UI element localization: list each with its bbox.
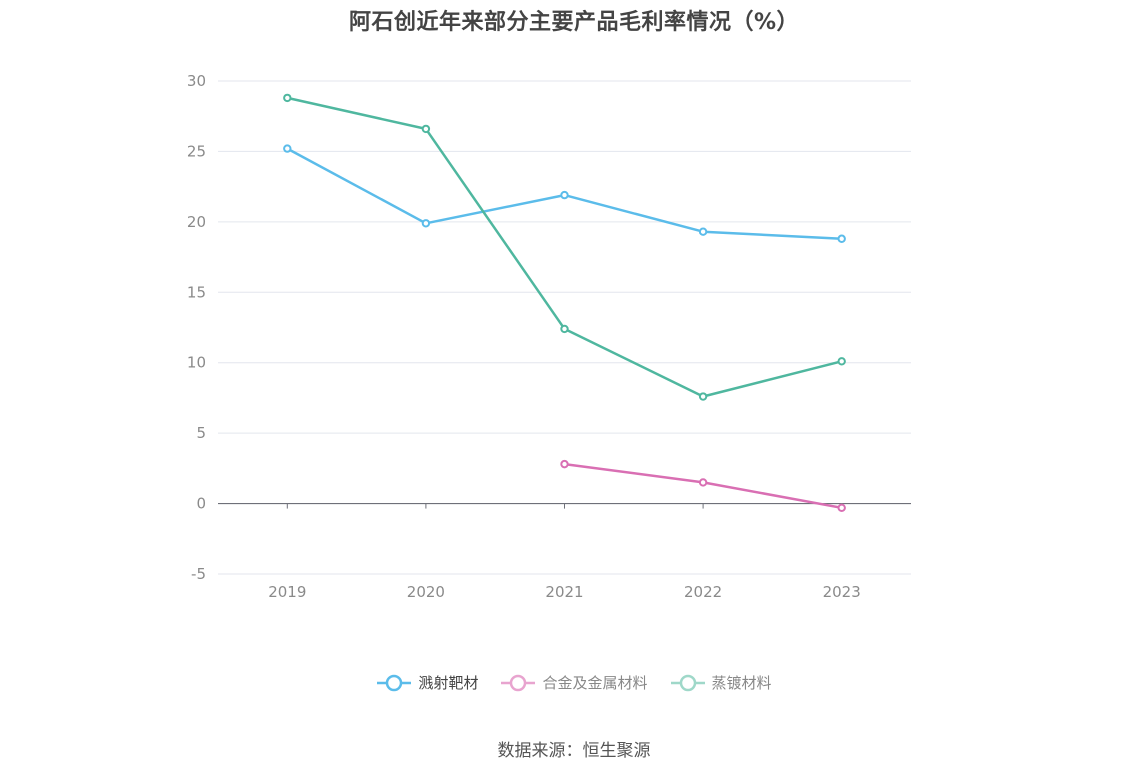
legend-item-alloy-metal[interactable]: 合金及金属材料 — [500, 672, 648, 693]
y-tick-label: 30 — [187, 72, 206, 90]
x-tick-label: 2022 — [684, 583, 722, 601]
y-tick-label: 20 — [187, 213, 206, 231]
data-source-note: 数据来源：恒生聚源 — [497, 741, 651, 761]
legend-label: 蒸镀材料 — [711, 674, 772, 692]
data-point — [837, 503, 846, 512]
data-point — [421, 124, 431, 134]
chart-title: 阿石创近年来部分主要产品毛利率情况（%） — [348, 10, 800, 35]
y-tick-label: -5 — [191, 565, 206, 583]
line-chart: -5 0 5 10 15 20 25 30 2019 2020 2021 2022 2023 — [187, 72, 911, 601]
data-point — [837, 357, 846, 366]
data-point — [698, 478, 708, 487]
data-point — [560, 324, 569, 334]
legend-line-circle-icon — [670, 674, 705, 691]
data-point — [560, 459, 569, 469]
data-point — [698, 392, 708, 401]
x-tick-label: 2019 — [268, 583, 306, 601]
x-tick-label: 2020 — [407, 583, 445, 601]
y-tick-label: 0 — [196, 495, 206, 513]
data-point — [698, 227, 708, 236]
legend-line-circle-icon — [501, 674, 536, 691]
y-tick-label: 5 — [196, 424, 206, 442]
y-tick-label: 15 — [187, 283, 206, 301]
data-point — [837, 234, 846, 243]
x-tick-label: 2021 — [545, 583, 583, 601]
y-tick-label: 25 — [187, 142, 206, 160]
data-point — [560, 190, 569, 200]
x-tick-label: 2023 — [823, 583, 861, 601]
data-point — [421, 219, 431, 228]
legend-line-circle-icon — [377, 674, 412, 691]
data-point — [283, 93, 292, 103]
data-point — [283, 144, 292, 153]
legend-label: 溅射靶材 — [418, 674, 479, 692]
legend-item-sputtering-target[interactable]: 溅射靶材 — [376, 672, 478, 693]
legend-item-evaporation-material[interactable]: 蒸镀材料 — [670, 672, 772, 693]
legend-label: 合金及金属材料 — [542, 674, 648, 692]
chart-legend: 溅射靶材 合金及金属材料 蒸镀材料 — [0, 672, 1148, 693]
series-line-2 — [287, 96, 843, 398]
y-tick-label: 10 — [187, 354, 206, 372]
